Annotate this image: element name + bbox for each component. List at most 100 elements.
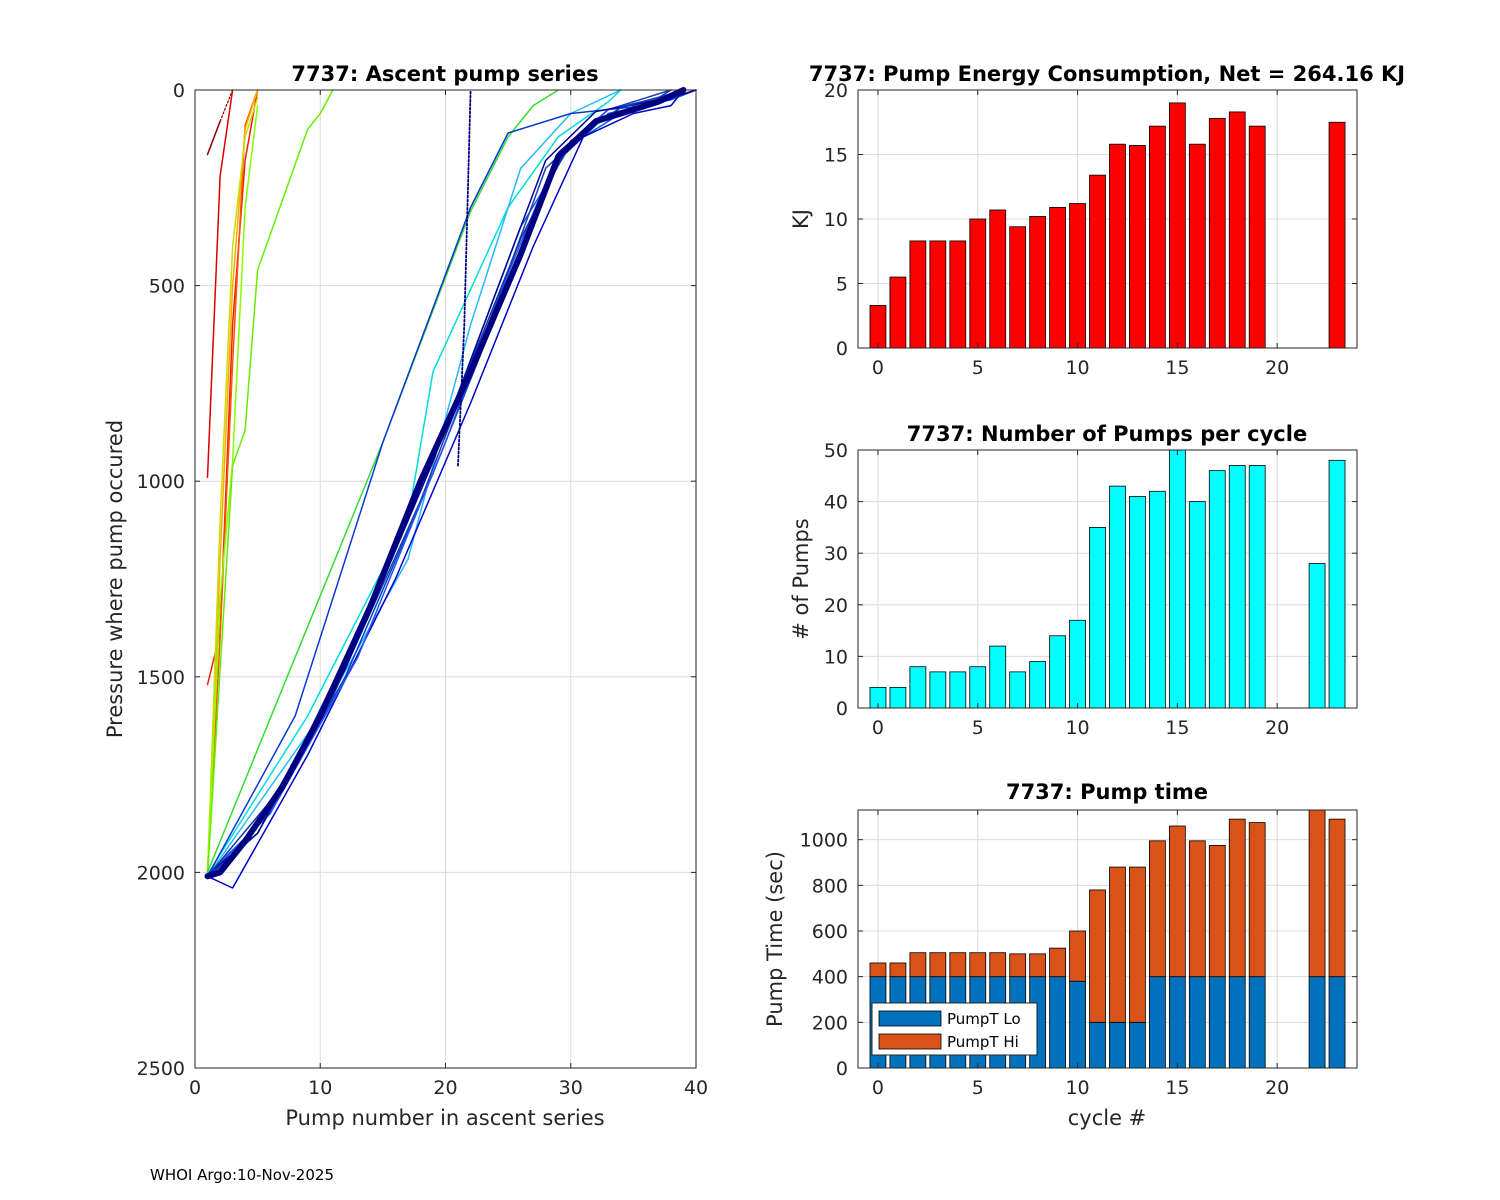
- ascent-ylabel: Pressure where pump occured: [103, 420, 127, 738]
- pumps-xtick-label: 15: [1165, 717, 1189, 739]
- pumpt-hi-bar: [1228, 818, 1246, 978]
- series-line-cycle-5: [206, 97, 259, 878]
- series-line-cycle-1: [206, 89, 234, 479]
- series-line-cycle-4: [206, 89, 259, 874]
- pumptime-xtick-label: 15: [1165, 1077, 1189, 1099]
- pumpt-hi-bar: [889, 962, 907, 978]
- ascent-title: 7737: Ascent pump series: [291, 62, 598, 86]
- pumpt-hi-bar: [1208, 844, 1226, 978]
- pumps-bar: [929, 671, 947, 709]
- series-line-cycle-9: [206, 89, 622, 876]
- pumptime-legend: PumpT Lo PumpT Hi: [871, 1002, 1038, 1056]
- pumptime-ytick-label: 800: [812, 875, 848, 897]
- pumpt-hi-bar: [909, 952, 927, 978]
- pumps-bar: [909, 666, 927, 709]
- pumpt-hi-bar: [1009, 953, 1027, 978]
- pumpt-lo-bar: [1328, 976, 1346, 1069]
- energy-xtick-label: 0: [872, 357, 884, 379]
- pumpt-hi-bar: [1248, 822, 1266, 978]
- pumpt-lo-bar: [1089, 1021, 1106, 1069]
- pumpt-hi-bar: [1328, 818, 1346, 978]
- ascent-ticks: 0 10 20 30 40 0 500 1000 1500 2000 2500: [137, 80, 708, 1099]
- pumptime-ytick-label: 600: [812, 921, 848, 943]
- series-line-cycle-19-dotted-: [457, 89, 472, 467]
- pumpt-lo-bar: [1149, 976, 1166, 1069]
- energy-bar: [1069, 203, 1086, 349]
- energy-ytick-label: 0: [836, 338, 848, 360]
- pumpt-hi-bar: [1168, 825, 1186, 978]
- pumps-bar: [1228, 465, 1246, 709]
- pumps-bar: [1069, 619, 1086, 709]
- series-line-cycle-22: [204, 87, 687, 880]
- pumptime-axes-box: [857, 809, 1358, 1069]
- pumpt-lo-bar: [1129, 1021, 1146, 1069]
- pumps-bar: [1208, 470, 1226, 709]
- ascent-xtick-label: 10: [308, 1077, 332, 1099]
- ascent-ytick-label: 2500: [137, 1058, 185, 1080]
- pumps-bar: [1029, 661, 1047, 709]
- pumps-ylabel: # of Pumps: [789, 518, 813, 640]
- energy-xtick-label: 5: [972, 357, 984, 379]
- pumpt-lo-bar: [1069, 980, 1086, 1069]
- pumptime-xtick-label: 10: [1065, 1077, 1089, 1099]
- energy-ytick-label: 5: [836, 274, 848, 296]
- ascent-ytick-label: 0: [173, 80, 185, 102]
- pumps-bar: [889, 686, 907, 709]
- pumpt-hi-bar: [869, 962, 887, 978]
- ascent-xtick-label: 30: [559, 1077, 583, 1099]
- series-line-cycle-0-tail: [219, 89, 234, 122]
- energy-ytick-label: 10: [824, 209, 848, 231]
- footer-text: WHOI Argo:10-Nov-2025: [150, 1166, 334, 1184]
- pumps-bar: [1049, 635, 1066, 709]
- pumps-bar: [1089, 527, 1106, 709]
- energy-bar: [1109, 143, 1126, 349]
- pumpt-hi-bar: [1129, 866, 1146, 1023]
- legend-label-hi: PumpT Hi: [947, 1033, 1019, 1051]
- legend-swatch-lo: [878, 1010, 942, 1027]
- energy-bar: [1208, 117, 1226, 349]
- ascent-ytick-label: 2000: [137, 862, 185, 884]
- energy-bar: [1029, 216, 1047, 349]
- pumptime-xtick-label: 0: [872, 1077, 884, 1099]
- pumpt-lo-bar: [1208, 976, 1226, 1069]
- pumptime-xtick-label: 5: [972, 1077, 984, 1099]
- series-line-cycle-8: [206, 89, 559, 874]
- energy-title: 7737: Pump Energy Consumption, Net = 264…: [809, 62, 1405, 86]
- energy-bar: [989, 209, 1007, 349]
- energy-bar: [1168, 102, 1186, 349]
- ascent-xlabel: Pump number in ascent series: [285, 1106, 604, 1130]
- ascent-series: [204, 87, 697, 889]
- energy-bar: [949, 240, 967, 349]
- pumps-xtick-label: 10: [1065, 717, 1089, 739]
- energy-bar: [1328, 121, 1346, 349]
- energy-ytick-label: 15: [824, 145, 848, 167]
- pumps-title: 7737: Number of Pumps per cycle: [907, 422, 1307, 446]
- pumps-bar: [1168, 449, 1186, 709]
- pumptime-ylabel: Pump Time (sec): [763, 851, 787, 1027]
- pumptime-ytick-label: 200: [812, 1012, 848, 1034]
- pumptime-ytick-label: 1000: [800, 830, 848, 852]
- pumps-bar: [989, 645, 1007, 709]
- pumps-bar: [1129, 496, 1146, 709]
- pumpt-hi-bar: [949, 952, 967, 978]
- pumpt-hi-bar: [929, 952, 947, 978]
- ascent-ytick-label: 1500: [137, 667, 185, 689]
- pumps-bar: [969, 666, 987, 709]
- legend-swatch-hi: [878, 1033, 942, 1050]
- energy-xtick-label: 15: [1165, 357, 1189, 379]
- energy-bar: [1129, 145, 1146, 349]
- pumpt-hi-bar: [969, 952, 987, 978]
- ascent-plot: 0 10 20 30 40 0 500 1000 1500 2000 2500 7737: Asce…: [103, 62, 708, 1130]
- pumptime-xlabel: cycle #: [1068, 1106, 1147, 1130]
- pumpt-lo-bar: [1248, 976, 1266, 1069]
- pumps-bar: [1149, 490, 1166, 709]
- pumpt-lo-bar: [1308, 976, 1326, 1069]
- pumps-ticks: 0 5 10 15 20 0 10 20 30 40 50: [824, 440, 1357, 739]
- pumpt-lo-bar: [1228, 976, 1246, 1069]
- energy-bar: [969, 218, 987, 349]
- pumps-bar: [949, 671, 967, 709]
- energy-bar: [909, 240, 927, 349]
- ascent-ytick-label: 500: [149, 276, 185, 298]
